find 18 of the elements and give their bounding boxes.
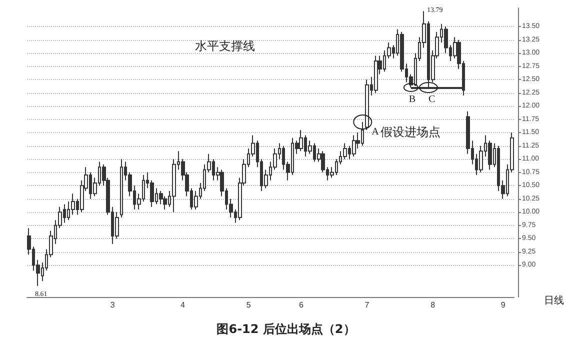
ref-line-label: 水平支撑线 — [195, 39, 255, 53]
x-tick-label: 6 — [298, 300, 304, 310]
candlestick — [365, 79, 369, 130]
x-tick-label: 3 — [110, 300, 116, 310]
text: 日线 — [544, 294, 564, 306]
annotation: B — [408, 94, 416, 106]
x-tick-label: 7 — [364, 300, 370, 310]
annotation: A — [372, 126, 380, 138]
x-tick-label: 9 — [500, 300, 506, 310]
candlestick — [374, 55, 378, 94]
annotation: C — [428, 94, 436, 106]
annotation: 假设进场点 — [380, 125, 441, 140]
x-tick-label: 8 — [430, 300, 436, 310]
x-tick-label: 5 — [246, 300, 252, 310]
candlestick — [352, 134, 356, 157]
text: 图6-12 后位出场点（2） — [216, 322, 356, 336]
x-tick-label: 4 — [180, 300, 186, 310]
candlestick — [120, 158, 123, 218]
